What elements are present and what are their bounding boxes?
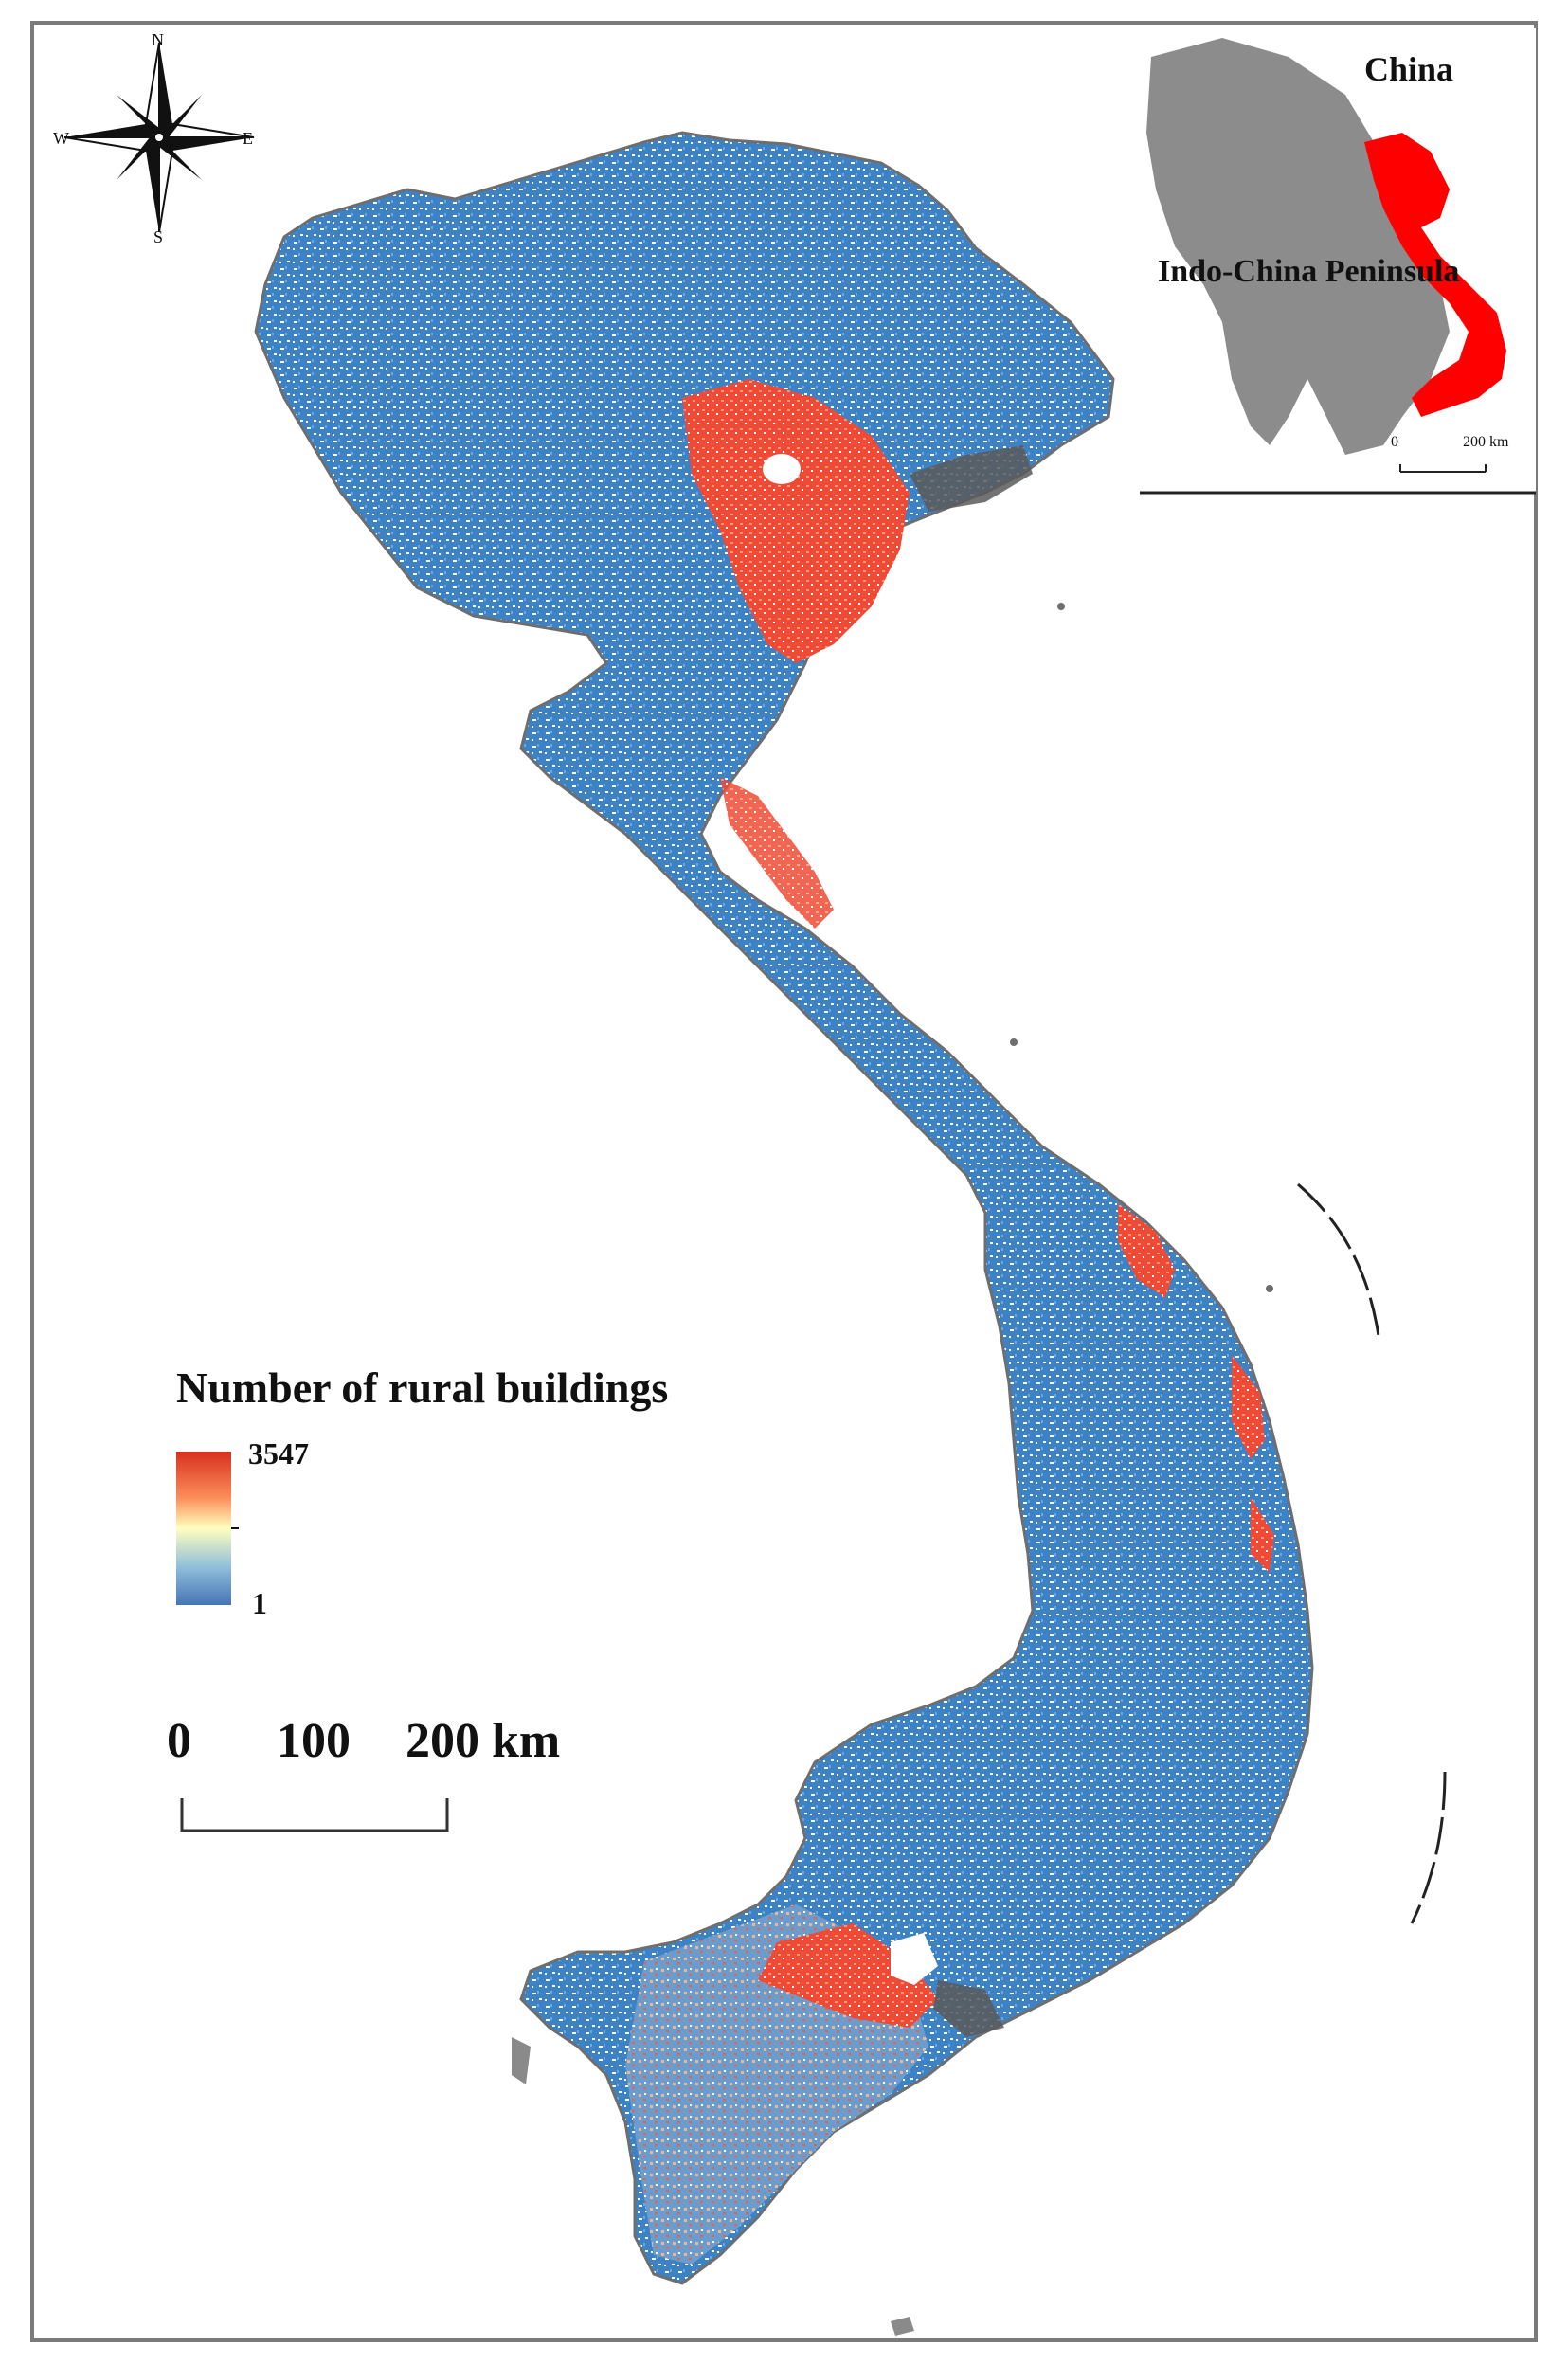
island: [1266, 1285, 1273, 1292]
central-coast-hotspot-3: [1251, 1497, 1274, 1573]
compass-w: W: [53, 129, 69, 148]
offshore-arc-1: [1297, 1182, 1380, 1337]
inset-label-china: China: [1364, 50, 1454, 88]
inset-scale-end: 200 km: [1463, 434, 1509, 450]
north-coast-hotspot: [720, 777, 834, 929]
legend-title: Number of rural buildings: [176, 1363, 669, 1412]
hanoi-urban-core: [763, 454, 801, 484]
scale-bar: [180, 1798, 449, 1832]
compass-rose: [63, 42, 255, 233]
inset-map: [1140, 28, 1536, 495]
hcmc-grey-area: [933, 1980, 1004, 2037]
scale-label-200: 200 km: [406, 1714, 561, 1768]
scale-label-0: 0: [167, 1714, 191, 1768]
red-river-delta-hotspot: [682, 379, 910, 663]
mekong-delta-hotspot: [758, 1923, 938, 2028]
legend-max-value: 3547: [248, 1436, 309, 1471]
central-coast-hotspot-1: [1118, 1203, 1175, 1298]
compass-e: E: [243, 129, 253, 148]
con-dao-island: [891, 2317, 914, 2336]
scale-label-100: 100: [277, 1714, 351, 1768]
island: [1010, 1038, 1018, 1046]
offshore-arc-2: [1410, 1771, 1447, 1924]
inset-label-peninsula: Indo-China Peninsula: [1158, 254, 1460, 289]
compass-s: S: [153, 227, 164, 246]
legend-min-value: 1: [252, 1586, 267, 1620]
compass-n: N: [152, 30, 164, 49]
hcmc-urban-core: [891, 1933, 938, 1985]
phu-quoc-island: [512, 2037, 531, 2084]
country-outline: [254, 131, 1314, 2285]
haiphong-grey-area: [910, 445, 1033, 512]
legend-color-ramp: [176, 1452, 231, 1605]
inset-scale-start: 0: [1391, 434, 1398, 450]
central-coast-hotspot-2: [1232, 1355, 1265, 1459]
inset-vietnam-highlight: [1364, 133, 1506, 417]
island: [1057, 603, 1065, 610]
